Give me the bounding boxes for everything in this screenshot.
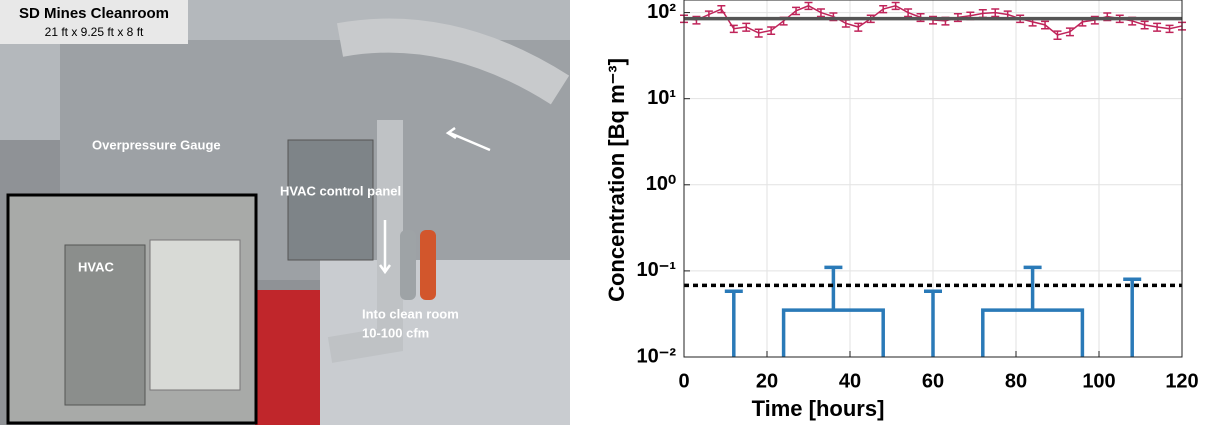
x-tick-label: 20 <box>756 370 778 392</box>
y-tick-label: 10² <box>647 1 676 23</box>
tool-cart <box>255 290 320 425</box>
upper-limit <box>924 289 942 357</box>
photo-label: HVAC <box>78 259 114 274</box>
x-axis-label: Time [hours] <box>752 396 885 421</box>
gas-cylinder <box>420 230 436 300</box>
door <box>149 239 241 391</box>
control-panel <box>287 139 374 261</box>
upper-limit <box>724 289 743 357</box>
photo-label: Overpressure Gauge <box>92 137 221 152</box>
upper-limit <box>824 265 843 311</box>
photo-dimensions: 21 ft x 9.25 ft x 8 ft <box>45 25 144 39</box>
photo: SD Mines Cleanroom 21 ft x 9.25 ft x 8 f… <box>0 0 570 425</box>
duct <box>327 120 403 363</box>
photo-label: 10-100 cfm <box>362 325 429 340</box>
arrow <box>378 220 392 275</box>
plot-frame <box>683 0 1183 358</box>
y-axis-label: Concentration [Bq m⁻³] <box>604 58 629 302</box>
photo-label: Into clean room <box>362 306 459 321</box>
photo-label: HVAC control panel <box>280 183 401 198</box>
y-tick-label: 10⁻² <box>637 345 677 367</box>
gas-cylinder <box>400 230 416 300</box>
arrow <box>445 126 491 152</box>
y-tick-label: 10⁻¹ <box>637 259 677 281</box>
upper-limit <box>1123 277 1142 357</box>
hvac-unit <box>64 244 146 406</box>
title-box <box>0 0 188 44</box>
x-tick-label: 60 <box>922 370 944 392</box>
y-tick-label: 10⁰ <box>646 173 676 195</box>
photo-title: SD Mines Cleanroom <box>19 5 169 22</box>
y-tick-label: 10¹ <box>647 87 676 109</box>
upper-limit <box>1023 265 1042 311</box>
x-tick-label: 120 <box>1165 370 1198 392</box>
x-tick-label: 0 <box>678 370 689 392</box>
x-tick-label: 80 <box>1005 370 1027 392</box>
x-tick-label: 40 <box>839 370 861 392</box>
x-tick-label: 100 <box>1082 370 1115 392</box>
duct <box>336 18 570 105</box>
